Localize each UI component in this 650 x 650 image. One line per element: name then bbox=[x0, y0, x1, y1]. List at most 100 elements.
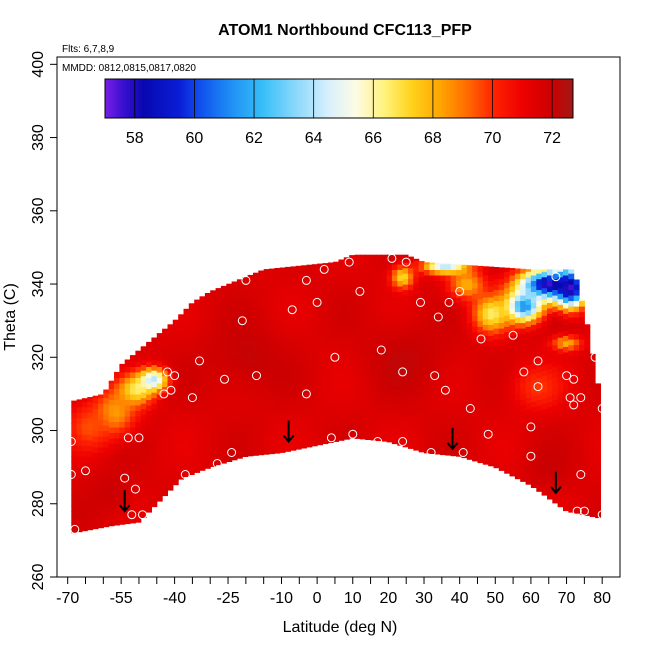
heatmap-cell bbox=[247, 335, 254, 342]
heatmap-cell bbox=[541, 474, 548, 481]
heatmap-cell bbox=[440, 428, 446, 435]
heatmap-cell bbox=[343, 287, 350, 294]
heatmap-cell bbox=[413, 375, 420, 382]
heatmap-cell bbox=[156, 333, 163, 340]
heatmap-cell bbox=[327, 379, 334, 386]
heatmap-cell bbox=[178, 432, 185, 439]
heatmap-cell bbox=[103, 480, 110, 487]
heatmap-cell bbox=[520, 377, 527, 384]
heatmap-cell bbox=[413, 386, 420, 393]
heatmap-cell bbox=[391, 329, 398, 336]
heatmap-cell bbox=[306, 322, 313, 329]
heatmap-cell bbox=[151, 474, 158, 481]
heatmap-cell bbox=[381, 425, 388, 432]
heatmap-cell bbox=[274, 329, 281, 336]
heatmap-cell bbox=[333, 337, 340, 344]
heatmap-cell bbox=[306, 426, 313, 433]
heatmap-cell bbox=[71, 401, 78, 408]
heatmap-cell bbox=[76, 489, 83, 496]
heatmap-cell bbox=[509, 395, 516, 402]
heatmap-cell bbox=[563, 307, 569, 314]
heatmap-cell bbox=[397, 263, 404, 270]
heatmap-cell bbox=[279, 298, 286, 305]
heatmap-cell bbox=[530, 324, 537, 331]
heatmap-cell bbox=[445, 302, 452, 309]
heatmap-cell bbox=[258, 423, 265, 430]
heatmap-cell bbox=[124, 459, 131, 466]
heatmap-cell bbox=[349, 392, 356, 399]
heatmap-cell bbox=[568, 377, 575, 384]
heatmap-cell bbox=[557, 298, 564, 305]
heatmap-cell bbox=[333, 397, 340, 404]
heatmap-cell bbox=[541, 480, 548, 487]
heatmap-cell bbox=[226, 430, 233, 437]
heatmap-cell bbox=[338, 386, 345, 393]
heatmap-cell bbox=[488, 329, 495, 336]
heatmap-cell bbox=[146, 481, 152, 488]
heatmap-cell bbox=[322, 362, 329, 369]
heatmap-cell bbox=[440, 307, 446, 314]
heatmap-cell bbox=[461, 350, 468, 357]
heatmap-cell bbox=[172, 425, 179, 432]
heatmap-cell bbox=[172, 474, 179, 481]
heatmap-cell bbox=[290, 342, 297, 349]
heatmap-cell bbox=[461, 344, 468, 351]
heatmap-cell bbox=[568, 459, 575, 466]
heatmap-cell bbox=[333, 309, 340, 316]
heatmap-cell bbox=[92, 490, 99, 497]
heatmap-cell bbox=[210, 368, 217, 375]
heatmap-cell bbox=[215, 318, 222, 325]
heatmap-cell bbox=[226, 436, 233, 443]
heatmap-cell bbox=[167, 426, 174, 433]
heatmap-cell bbox=[210, 335, 217, 342]
heatmap-cell bbox=[573, 317, 580, 324]
heatmap-cell bbox=[279, 326, 286, 333]
heatmap-cell bbox=[589, 452, 596, 459]
heatmap-cell bbox=[183, 401, 190, 408]
heatmap-cell bbox=[552, 443, 559, 450]
heatmap-cell bbox=[258, 373, 265, 380]
heatmap-cell bbox=[279, 320, 286, 327]
heatmap-cell bbox=[183, 461, 190, 468]
heatmap-cell bbox=[183, 379, 190, 386]
heatmap-cell bbox=[498, 388, 505, 395]
heatmap-cell bbox=[210, 445, 217, 452]
heatmap-cell bbox=[450, 340, 457, 347]
heatmap-cell bbox=[81, 428, 88, 435]
heatmap-cell bbox=[130, 421, 136, 428]
heatmap-cell bbox=[365, 353, 372, 360]
heatmap-cell bbox=[391, 263, 398, 270]
heatmap-cell bbox=[493, 267, 500, 274]
heatmap-cell bbox=[130, 355, 136, 362]
heatmap-cell bbox=[119, 393, 126, 400]
heatmap-cell bbox=[253, 346, 259, 353]
y-tick-label: 340 bbox=[30, 271, 47, 298]
heatmap-cell bbox=[71, 478, 78, 485]
heatmap-cell bbox=[301, 437, 307, 444]
heatmap-cell bbox=[584, 386, 591, 393]
sample-point bbox=[301, 389, 311, 399]
heatmap-cell bbox=[493, 410, 500, 417]
heatmap-cell bbox=[584, 485, 591, 492]
heatmap-cell bbox=[595, 496, 601, 503]
heatmap-cell bbox=[162, 463, 168, 470]
heatmap-cell bbox=[375, 315, 382, 322]
heatmap-cell bbox=[429, 368, 436, 375]
heatmap-cell bbox=[563, 335, 569, 342]
heatmap-cell bbox=[514, 289, 521, 296]
heatmap-cell bbox=[386, 346, 393, 353]
heatmap-cell bbox=[343, 392, 350, 399]
heatmap-cell bbox=[424, 395, 430, 402]
heatmap-cell bbox=[584, 331, 591, 338]
heatmap-cell bbox=[156, 377, 163, 384]
heatmap-cell bbox=[589, 469, 596, 476]
heatmap-cell bbox=[579, 443, 585, 450]
heatmap-cell bbox=[349, 309, 356, 316]
heatmap-cell bbox=[579, 487, 585, 494]
heatmap-cell bbox=[333, 370, 340, 377]
heatmap-cell bbox=[472, 403, 478, 410]
heatmap-cell bbox=[391, 417, 398, 424]
heatmap-cell bbox=[536, 306, 543, 313]
heatmap-cell bbox=[557, 282, 564, 289]
heatmap-cell bbox=[509, 368, 516, 375]
